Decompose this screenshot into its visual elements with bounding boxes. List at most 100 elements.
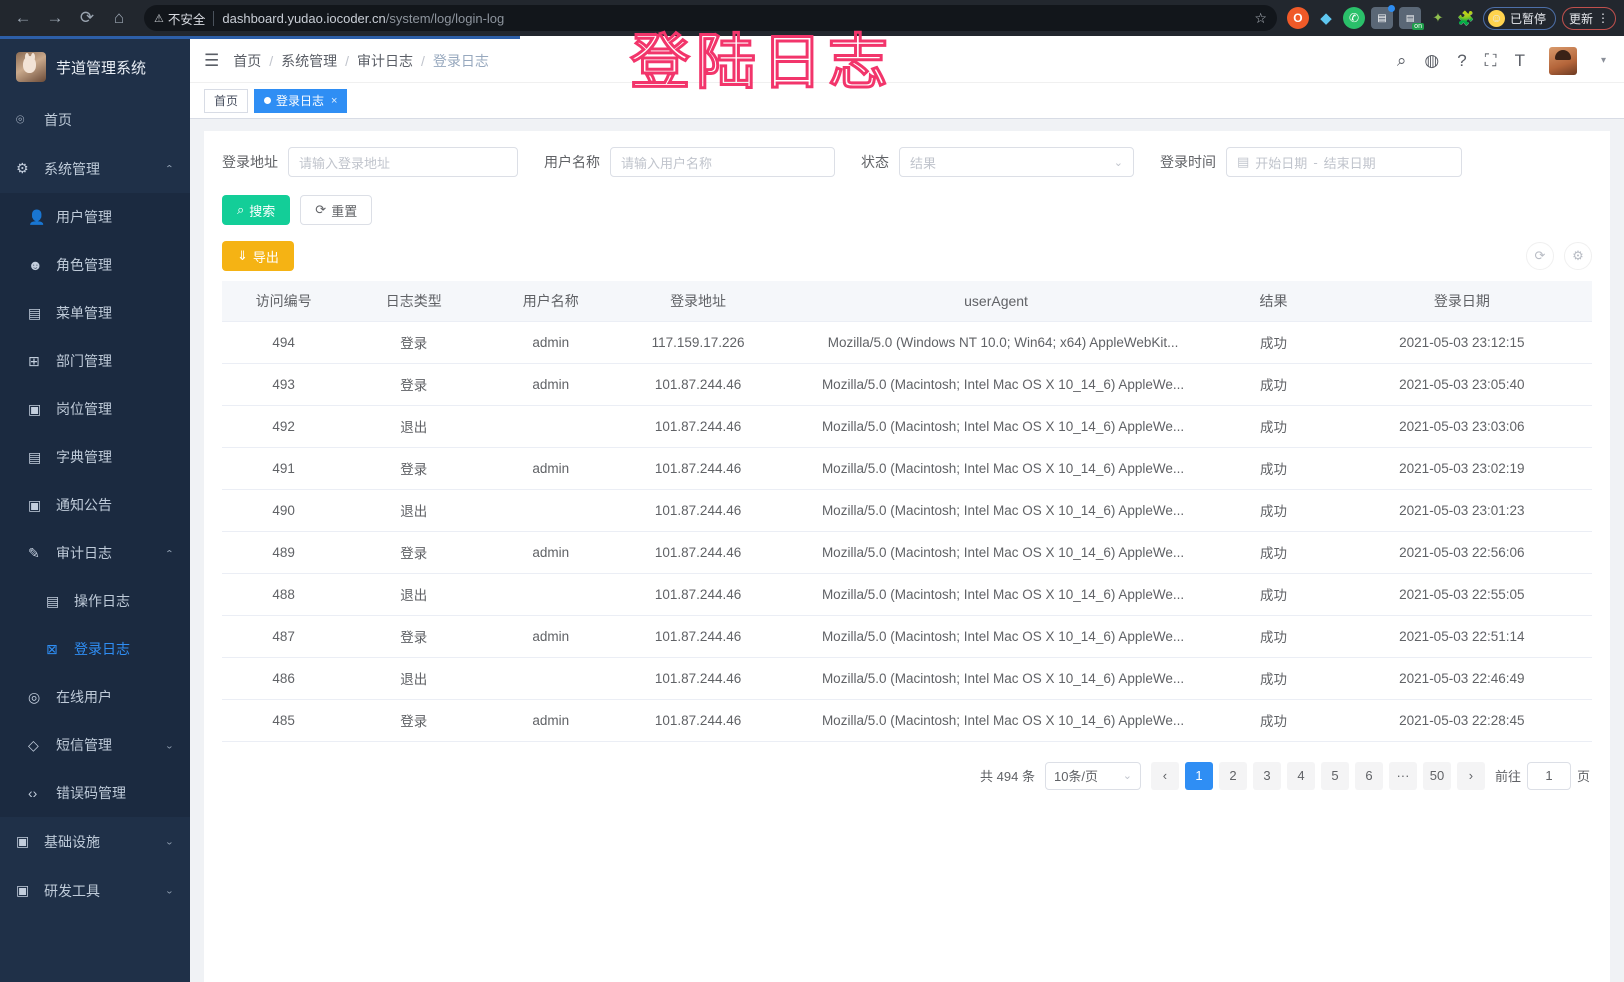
tab-login-log[interactable]: 登录日志 × — [254, 88, 348, 113]
page-button-3[interactable]: 3 — [1252, 761, 1281, 790]
sidebar-item-label: 登录日志 — [74, 641, 130, 657]
cell-address: 101.87.244.46 — [619, 447, 777, 490]
table-row[interactable]: 492 退出 101.87.244.46 Mozilla/5.0 (Macintosh… — [222, 405, 1592, 448]
calendar-icon: ▤ — [1237, 154, 1250, 169]
column-header-type[interactable]: 日志类型 — [345, 281, 483, 322]
table-row[interactable]: 493 登录 admin 101.87.244.46 Mozilla/5.0 (Maci… — [222, 363, 1592, 406]
opera-extension-icon[interactable]: O — [1286, 7, 1309, 29]
page-button-1[interactable]: 1 — [1184, 761, 1213, 790]
login-log-table: 访问编号 日志类型 用户名称 登录地址 userAgent 结果 登录日期 49… — [222, 281, 1592, 742]
sidebar-item-label: 短信管理 — [56, 737, 112, 753]
table-row[interactable]: 487 登录 admin 101.87.244.46 Mozilla/5.0 (Maci… — [222, 615, 1592, 658]
page-ellipsis[interactable]: ··· — [1388, 761, 1417, 790]
table-row[interactable]: 488 退出 101.87.244.46 Mozilla/5.0 (Macintosh… — [222, 573, 1592, 616]
page-button-4[interactable]: 4 — [1286, 761, 1315, 790]
column-settings-icon[interactable]: ⚙ — [1564, 242, 1592, 270]
close-icon[interactable]: × — [331, 94, 338, 107]
column-header-useragent[interactable]: userAgent — [776, 281, 1216, 322]
column-header-date[interactable]: 登录日期 — [1331, 281, 1592, 322]
help-icon[interactable]: ? — [1457, 50, 1467, 70]
jump-page-input[interactable]: 1 — [1526, 761, 1571, 790]
export-button[interactable]: ⇓ 导出 — [222, 241, 294, 271]
column-header-result[interactable]: 结果 — [1215, 281, 1332, 322]
sidebar-item-posts[interactable]: ▣ 岗位管理 — [0, 385, 190, 433]
cell-id: 487 — [222, 615, 346, 658]
reload-icon[interactable]: ⟳ — [79, 8, 95, 27]
sidebar-item-login-log[interactable]: ⊠ 登录日志 — [0, 625, 190, 673]
refresh-icon[interactable]: ⟳ — [1526, 242, 1554, 270]
sidebar-item-menus[interactable]: ▤ 菜单管理 — [0, 289, 190, 337]
refresh-icon: ⟳ — [315, 202, 327, 217]
page-button-6[interactable]: 6 — [1354, 761, 1383, 790]
bookmark-star-icon[interactable]: ☆ — [1254, 9, 1267, 26]
field-status: 状态 结果 ⌄ — [861, 147, 1134, 177]
table-row[interactable]: 486 退出 101.87.244.46 Mozilla/5.0 (Macintosh… — [222, 657, 1592, 700]
translate-extension-icon[interactable]: ▤ on — [1398, 7, 1424, 30]
page-button-5[interactable]: 5 — [1320, 761, 1349, 790]
login-time-daterange[interactable]: ▤ 开始日期 - 结束日期 — [1226, 147, 1462, 177]
cell-result: 成功 — [1215, 699, 1332, 742]
brand[interactable]: 芋道管理系统 — [0, 39, 190, 95]
chevron-down-icon: ⌄ — [1122, 770, 1132, 782]
fullscreen-icon[interactable]: ⛶ — [1484, 50, 1497, 70]
next-page-button[interactable]: › — [1456, 761, 1485, 790]
back-icon[interactable]: ← — [14, 8, 32, 27]
chevron-down-icon[interactable]: ▾ — [1600, 55, 1606, 66]
table-row[interactable]: 494 登录 admin 117.159.17.226 Mozilla/5.0 (Win… — [222, 321, 1592, 364]
pin-extension-icon[interactable]: ✦ — [1432, 10, 1444, 25]
column-header-id[interactable]: 访问编号 — [222, 281, 346, 322]
field-label: 状态 — [861, 154, 889, 170]
hamburger-icon[interactable]: ☰ — [204, 51, 220, 70]
diamond-extension-icon[interactable]: ◆ — [1320, 10, 1332, 27]
sidebar-item-error-code[interactable]: ‹› 错误码管理 — [0, 769, 190, 817]
sidebar-item-online-users[interactable]: ◎ 在线用户 — [0, 673, 190, 721]
avatar[interactable] — [1548, 46, 1577, 75]
reset-button[interactable]: ⟳ 重置 — [300, 195, 373, 225]
sidebar-item-users[interactable]: 👤 用户管理 — [0, 193, 190, 241]
browser-menu-icon[interactable]: ⋮ — [1597, 11, 1609, 25]
sidebar-item-dictionary[interactable]: ▤ 字典管理 — [0, 433, 190, 481]
puzzle-extensions-icon[interactable]: 🧩 — [1457, 9, 1475, 26]
home-icon[interactable]: ⌂ — [113, 8, 125, 27]
font-size-icon[interactable]: T — [1514, 50, 1525, 70]
table-row[interactable]: 485 登录 admin 101.87.244.46 Mozilla/5.0 (Maci… — [222, 699, 1592, 742]
sidebar-item-audit-log[interactable]: ✎ 审计日志 ⌃ — [0, 529, 190, 577]
username-input[interactable]: 请输入用户名称 — [610, 147, 835, 177]
search-button[interactable]: ⌕ 搜索 — [222, 195, 291, 225]
search-icon[interactable]: ⌕ — [1396, 50, 1407, 70]
status-select[interactable]: 结果 ⌄ — [899, 147, 1134, 177]
login-address-input[interactable]: 请输入登录地址 — [288, 147, 518, 177]
sidebar-item-infrastructure[interactable]: ▣ 基础设施 ⌄ — [0, 817, 190, 866]
table-row[interactable]: 489 登录 admin 101.87.244.46 Mozilla/5.0 (Maci… — [222, 531, 1592, 574]
column-header-address[interactable]: 登录地址 — [619, 281, 777, 322]
tab-home[interactable]: 首页 — [204, 88, 249, 113]
table-row[interactable]: 490 退出 101.87.244.46 Mozilla/5.0 (Macintosh… — [222, 489, 1592, 532]
sidebar-item-sms[interactable]: ◇ 短信管理 ⌄ — [0, 721, 190, 769]
wechat-extension-icon[interactable]: ✆ — [1342, 7, 1365, 29]
address-bar[interactable]: ⚠ 不安全 dashboard.yudao.iocoder.cn/system/… — [144, 5, 1277, 31]
sidebar-item-operation-log[interactable]: ▤ 操作日志 — [0, 577, 190, 625]
cell-address: 101.87.244.46 — [619, 699, 777, 742]
breadcrumb-item-system[interactable]: 系统管理 — [281, 52, 338, 69]
breadcrumb-item-home[interactable]: 首页 — [233, 52, 262, 69]
page-size-select[interactable]: 10条/页 ⌄ — [1044, 761, 1141, 790]
cell-date: 2021-05-03 23:05:40 — [1331, 363, 1592, 406]
sidebar-item-notice[interactable]: ▣ 通知公告 — [0, 481, 190, 529]
update-button[interactable]: 更新 ⋮ — [1561, 6, 1616, 30]
sidebar-item-departments[interactable]: ⊞ 部门管理 — [0, 337, 190, 385]
breadcrumb-item-audit-log[interactable]: 审计日志 — [357, 52, 414, 69]
notes-extension-icon[interactable]: ▤ — [1370, 5, 1395, 29]
sidebar-item-dev-tools[interactable]: ▣ 研发工具 ⌄ — [0, 866, 190, 915]
forward-icon[interactable]: → — [46, 8, 64, 27]
github-icon[interactable]: ◍ — [1424, 50, 1440, 70]
page-button-50[interactable]: 50 — [1422, 761, 1451, 790]
table-row[interactable]: 491 登录 admin 101.87.244.46 Mozilla/5.0 (Maci… — [222, 447, 1592, 490]
column-header-username[interactable]: 用户名称 — [482, 281, 620, 322]
sidebar-item-system[interactable]: ⚙ 系统管理 ⌃ — [0, 144, 190, 193]
prev-page-button[interactable]: ‹ — [1150, 761, 1179, 790]
sidebar-item-roles[interactable]: ☻ 角色管理 — [0, 241, 190, 289]
paused-badge[interactable]: ☺ 已暂停 — [1482, 6, 1556, 30]
page-button-2[interactable]: 2 — [1218, 761, 1247, 790]
edit-doc-icon: ✎ — [28, 544, 40, 561]
sidebar-item-home[interactable]: ⌾ 首页 — [0, 95, 190, 144]
